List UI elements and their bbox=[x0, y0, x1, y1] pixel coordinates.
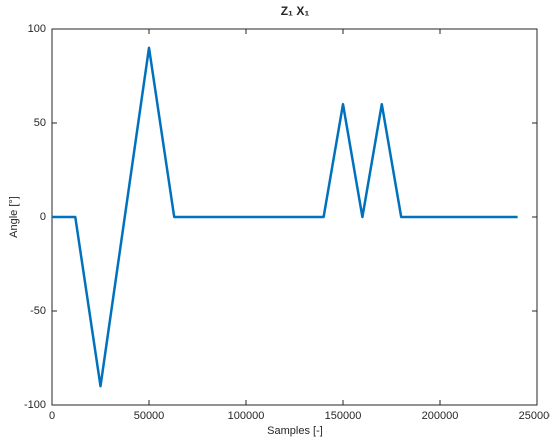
y-tick-label: 50 bbox=[34, 117, 46, 129]
y-tick-label: -50 bbox=[30, 305, 46, 317]
y-tick-label: 0 bbox=[40, 211, 46, 223]
chart-title: Z₁ X₁ bbox=[281, 4, 310, 18]
x-tick-label: 0 bbox=[49, 410, 55, 422]
y-axis-label: Angle [°] bbox=[8, 196, 20, 238]
x-tick-label: 150000 bbox=[325, 410, 362, 422]
y-tick-label: 100 bbox=[28, 23, 46, 35]
x-axis-label: Samples [-] bbox=[267, 425, 323, 437]
data-line bbox=[52, 46, 518, 388]
x-tick-label: 50000 bbox=[134, 410, 165, 422]
x-tick-label: 250000 bbox=[519, 410, 550, 422]
x-tick-label: 100000 bbox=[228, 410, 265, 422]
x-tick-label: 200000 bbox=[422, 410, 459, 422]
y-tick-label: -100 bbox=[24, 399, 46, 411]
